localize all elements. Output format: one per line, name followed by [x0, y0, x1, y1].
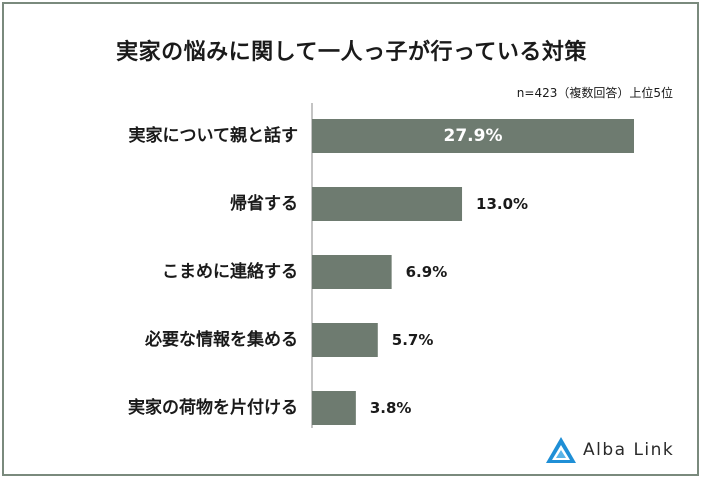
bar [312, 119, 634, 153]
alba-link-logo: Alba Link [545, 436, 674, 464]
bar-value-label: 6.9% [406, 263, 448, 281]
alba-link-triangle-icon [546, 437, 576, 463]
chart-title: 実家の悩みに関して一人っ子が行っている対策 [116, 40, 587, 65]
bar-value-label: 13.0% [476, 195, 528, 213]
bar [312, 323, 378, 357]
category-label: 実家の荷物を片付ける [128, 397, 298, 418]
bar-value-label: 3.8% [370, 399, 412, 417]
bar-value-label: 27.9% [444, 126, 503, 146]
category-label: 必要な情報を集める [144, 329, 298, 350]
logo-text: Alba Link [583, 440, 675, 460]
bar [312, 255, 392, 289]
bar [312, 391, 356, 425]
bar [312, 187, 463, 221]
category-label: こまめに連絡する [162, 261, 298, 282]
category-label: 実家について親と話す [129, 125, 299, 146]
bar-value-label: 5.7% [392, 331, 434, 349]
category-label: 帰省する [230, 193, 298, 214]
sample-note: n=423（複数回答）上位5位 [516, 86, 673, 100]
